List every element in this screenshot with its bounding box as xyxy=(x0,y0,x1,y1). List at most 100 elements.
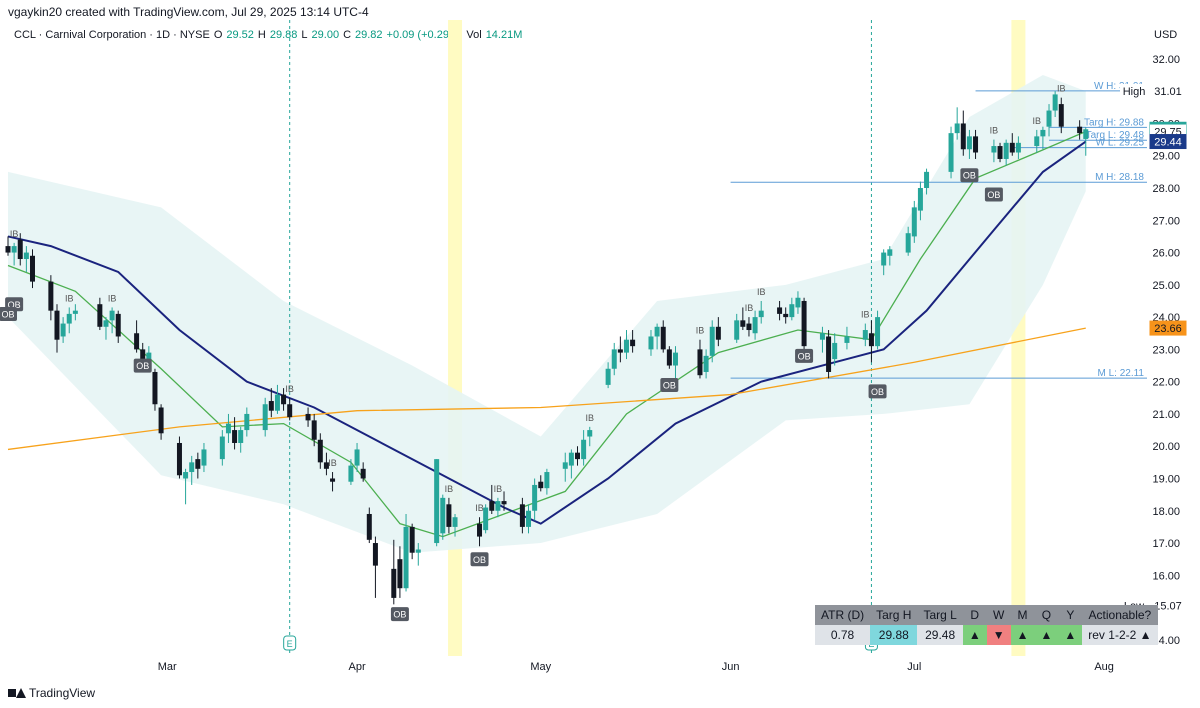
candle-body xyxy=(483,507,489,531)
candle-body xyxy=(360,468,366,479)
candle-body xyxy=(1052,94,1058,111)
moving-average-line xyxy=(7,140,1087,525)
y-tick-label: 28.00 xyxy=(1152,183,1180,195)
candle-body xyxy=(862,330,868,340)
ob-marker-label: OB xyxy=(987,190,1000,200)
candle-body xyxy=(526,510,532,527)
candle-body xyxy=(844,336,850,343)
atr-value-cell: rev 1-2-2 ▲ xyxy=(1082,625,1158,645)
atr-header-cell: W xyxy=(986,605,1011,625)
candle-body xyxy=(72,310,78,314)
y-tick-label: 26.00 xyxy=(1152,248,1180,260)
candle-body xyxy=(238,430,244,443)
ob-marker-label: OB xyxy=(663,380,676,390)
ib-marker: IB xyxy=(328,458,337,468)
candle-body xyxy=(176,442,182,476)
ib-marker: IB xyxy=(1033,116,1042,126)
candle-body xyxy=(134,333,140,350)
earnings-marker-label: E xyxy=(287,639,293,649)
price-axis-badge-text: 15.07 xyxy=(1154,600,1182,612)
ob-marker xyxy=(390,607,409,622)
candle-body xyxy=(697,349,703,376)
price-axis-badge xyxy=(1149,134,1187,150)
y-tick-label: 19.00 xyxy=(1152,473,1180,485)
candle-body xyxy=(746,323,752,331)
level-label: W L: 29.25 xyxy=(1096,138,1145,149)
candle-body xyxy=(581,439,587,460)
candle-body xyxy=(323,462,329,469)
ob-marker-label: OB xyxy=(963,171,976,181)
footer-brand: TradingView xyxy=(29,686,96,700)
candle-body xyxy=(630,339,636,347)
level-label: M H: 28.18 xyxy=(1095,172,1144,183)
candle-body xyxy=(532,484,538,511)
candle-body xyxy=(758,310,764,318)
created-by-text: vgaykin20 created with TradingView.com, … xyxy=(8,5,369,19)
ib-marker: IB xyxy=(65,293,74,303)
ob-marker xyxy=(868,384,887,399)
candle-body xyxy=(991,146,997,153)
atr-header-cell: ATR (D) xyxy=(815,605,871,625)
candle-body xyxy=(495,501,501,511)
candle-body xyxy=(195,459,201,469)
candle-body xyxy=(232,430,238,443)
ib-marker: IB xyxy=(585,413,594,423)
y-tick-label: 27.00 xyxy=(1152,215,1180,227)
candle-body xyxy=(403,526,409,589)
candle-body xyxy=(103,320,109,327)
ob-marker-label: OB xyxy=(8,300,21,310)
price-axis-badge xyxy=(1120,83,1148,98)
ob-marker-label: OB xyxy=(871,387,884,397)
atr-header-cell: Actionable? xyxy=(1082,605,1158,625)
candle-body xyxy=(54,310,60,340)
candle-body xyxy=(911,207,917,237)
symbol-line[interactable]: CCL · Carnival Corporation · 1D · NYSE xyxy=(14,29,210,41)
ohlc-high: H 29.88 xyxy=(258,29,297,41)
candle-body xyxy=(887,249,893,256)
candle-body xyxy=(268,401,274,411)
candle-body xyxy=(317,439,323,463)
candle-body xyxy=(452,517,458,527)
atr-header-cell: Targ L xyxy=(917,605,963,625)
ib-marker: IB xyxy=(285,384,294,394)
candle-body xyxy=(477,523,483,537)
volatility-band xyxy=(8,75,1086,553)
ib-marker: IB xyxy=(475,503,484,513)
y-tick-label: 25.00 xyxy=(1152,280,1180,292)
price-axis-badge-text: 31.01 xyxy=(1154,86,1182,98)
ib-marker: IB xyxy=(990,126,999,136)
candle-body xyxy=(752,317,758,334)
y-tick-label: 29.00 xyxy=(1152,151,1180,163)
candle-body xyxy=(1009,142,1015,153)
candle-body xyxy=(666,349,672,366)
candle-body xyxy=(311,420,317,440)
candle-body xyxy=(623,339,629,353)
candle-body xyxy=(997,146,1003,159)
level-label: W H: 31.01 xyxy=(1094,81,1144,92)
ohlc-high-label: H xyxy=(257,29,266,41)
candle-body xyxy=(274,394,280,411)
ohlc-volume-value: 14.21M xyxy=(485,29,523,41)
candle-body xyxy=(568,452,574,466)
candle-body xyxy=(783,313,789,318)
ohlc-change: +0.09 (+0.29%) xyxy=(386,29,463,41)
candle-body xyxy=(415,549,421,553)
ib-marker: IB xyxy=(10,229,19,239)
candle-body xyxy=(562,462,568,469)
moving-average-line xyxy=(7,327,1086,451)
candle-body xyxy=(372,543,378,566)
candle-body xyxy=(5,246,11,253)
ohlc-close-value: 29.82 xyxy=(355,29,383,41)
candle-body xyxy=(575,452,580,460)
candle-body xyxy=(140,349,146,366)
ib-marker: IB xyxy=(696,326,705,336)
ob-marker-label: OB xyxy=(1,309,14,319)
candle-body xyxy=(201,449,207,466)
candle-body xyxy=(611,349,617,369)
atr-value-cell: ▲ xyxy=(1010,625,1035,645)
x-tick-label: Jul xyxy=(907,661,921,673)
candle-body xyxy=(648,336,654,350)
candle-body xyxy=(1077,126,1083,134)
candle-body xyxy=(973,136,979,153)
